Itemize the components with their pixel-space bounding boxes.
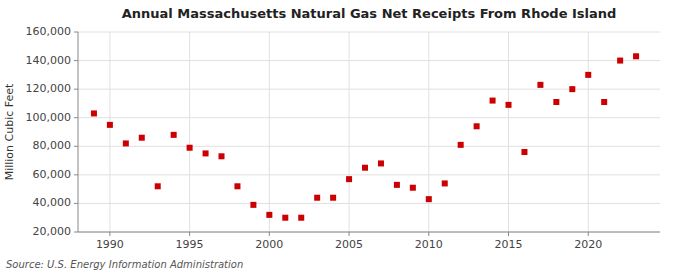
- y-grid-line: [78, 174, 660, 175]
- y-tick-label: 100,000: [26, 111, 72, 124]
- y-grid-line: [78, 232, 660, 233]
- y-tick: [74, 89, 78, 90]
- point: [155, 183, 161, 189]
- x-tick-label: 2020: [574, 238, 602, 251]
- x-axis-line: [78, 232, 660, 233]
- x-tick-label: 2000: [255, 238, 283, 251]
- x-tick-label: 1990: [96, 238, 124, 251]
- point: [569, 86, 575, 92]
- y-tick: [74, 60, 78, 61]
- point: [282, 215, 288, 221]
- point: [187, 145, 193, 151]
- x-grid-line: [269, 32, 270, 232]
- y-tick-label: 80,000: [33, 139, 72, 152]
- point: [314, 195, 320, 201]
- y-tick: [74, 232, 78, 233]
- point: [203, 150, 209, 156]
- point: [410, 185, 416, 191]
- point: [553, 99, 559, 105]
- chart: 20,000 40,000 60,000 80,000 100,000 120,000 14…: [0, 0, 675, 275]
- y-tick: [74, 146, 78, 147]
- y-axis-label: Million Cubic Feet: [3, 83, 16, 180]
- point: [91, 110, 97, 116]
- x-tick: [189, 232, 190, 236]
- y-grid-line: [78, 146, 660, 147]
- x-grid-line: [588, 32, 589, 232]
- point: [346, 176, 352, 182]
- y-grid-line: [78, 203, 660, 204]
- grid: [78, 32, 660, 232]
- y-tick: [74, 203, 78, 204]
- x-tick: [588, 232, 589, 236]
- point: [601, 99, 607, 105]
- point: [585, 72, 591, 78]
- axes: 20,000 40,000 60,000 80,000 100,000 120,000 14…: [26, 25, 661, 251]
- point: [123, 140, 129, 146]
- y-axis-line: [78, 32, 79, 232]
- x-tick: [508, 232, 509, 236]
- y-tick: [74, 174, 78, 175]
- point: [250, 202, 256, 208]
- point: [378, 160, 384, 166]
- point: [442, 180, 448, 186]
- point: [506, 102, 512, 108]
- point: [362, 165, 368, 171]
- y-tick-label: 20,000: [33, 225, 72, 238]
- point: [107, 122, 113, 128]
- point: [490, 98, 496, 104]
- point: [330, 195, 336, 201]
- points: [91, 53, 639, 220]
- x-tick-label: 2015: [495, 238, 523, 251]
- x-grid-line: [349, 32, 350, 232]
- x-tick-label: 1995: [176, 238, 204, 251]
- point: [266, 212, 272, 218]
- title: Annual Massachusetts Natural Gas Net Rec…: [122, 6, 617, 21]
- point: [537, 82, 543, 88]
- point: [633, 53, 639, 59]
- y-tick: [74, 32, 78, 33]
- x-tick-label: 2005: [335, 238, 363, 251]
- y-tick-label: 140,000: [26, 54, 72, 67]
- y-tick: [74, 117, 78, 118]
- y-tick-label: 160,000: [26, 25, 72, 38]
- point: [298, 215, 304, 221]
- x-tick: [269, 232, 270, 236]
- point: [617, 58, 623, 64]
- x-grid-line: [189, 32, 190, 232]
- point: [234, 183, 240, 189]
- point: [474, 123, 480, 129]
- y-grid-line: [78, 60, 660, 61]
- source: Source: U.S. Energy Information Administ…: [6, 259, 243, 270]
- point: [394, 182, 400, 188]
- y-tick-label: 120,000: [26, 82, 72, 95]
- y-grid-line: [78, 32, 660, 33]
- point: [521, 149, 527, 155]
- x-tick-label: 2010: [415, 238, 443, 251]
- point: [426, 196, 432, 202]
- point: [139, 135, 145, 141]
- point: [458, 142, 464, 148]
- x-tick: [109, 232, 110, 236]
- y-tick-label: 40,000: [33, 196, 72, 209]
- x-grid-line: [508, 32, 509, 232]
- point: [219, 153, 225, 159]
- x-tick: [428, 232, 429, 236]
- y-tick-label: 60,000: [33, 168, 72, 181]
- x-grid-line: [109, 32, 110, 232]
- point: [171, 132, 177, 138]
- x-tick: [349, 232, 350, 236]
- y-grid-line: [78, 117, 660, 118]
